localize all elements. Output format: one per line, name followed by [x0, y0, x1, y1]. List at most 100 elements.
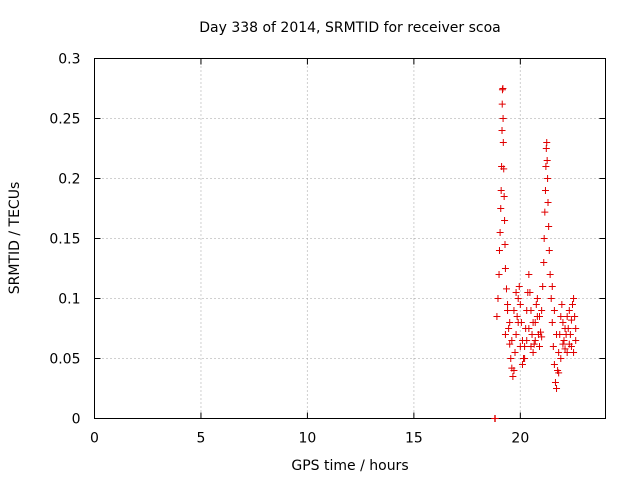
data-point [501, 265, 509, 272]
data-point [499, 139, 507, 146]
data-point [561, 325, 569, 332]
data-point [535, 313, 543, 320]
data-point [501, 217, 509, 224]
data-point [541, 208, 549, 216]
data-point [514, 295, 522, 302]
data-point [502, 285, 510, 293]
data-point [528, 331, 536, 338]
data-point [501, 241, 509, 248]
data-point [543, 139, 551, 146]
data-point [531, 337, 539, 344]
data-point [510, 307, 518, 314]
data-points [491, 85, 580, 422]
data-point [557, 355, 565, 362]
data-point [523, 337, 531, 344]
data-point [548, 283, 556, 290]
data-point [553, 385, 561, 392]
data-point [555, 349, 563, 356]
data-point [516, 343, 524, 350]
data-point [525, 325, 533, 332]
data-point [572, 325, 580, 332]
data-point [565, 307, 573, 314]
data-point [559, 319, 567, 326]
data-point [560, 337, 568, 344]
data-point [543, 157, 551, 164]
data-point [526, 289, 534, 296]
data-point [567, 316, 575, 324]
chart-title: Day 338 of 2014, SRMTID for receiver sco… [199, 20, 501, 36]
data-point [551, 379, 559, 386]
x-tick-label: 15 [405, 431, 423, 447]
data-point [561, 345, 569, 353]
data-point [537, 328, 545, 336]
data-point [550, 307, 558, 314]
y-tick-label: 0.05 [49, 352, 80, 368]
x-axis-label: GPS time / hours [291, 458, 408, 474]
x-tick-label: 10 [299, 431, 317, 447]
data-point [501, 331, 509, 338]
data-point [538, 307, 546, 314]
data-point [495, 247, 503, 254]
data-point [497, 187, 505, 194]
data-point [516, 301, 524, 308]
data-point [559, 340, 567, 348]
data-point [506, 319, 514, 326]
data-point [572, 337, 580, 344]
data-point [538, 333, 546, 341]
data-point [527, 307, 535, 314]
data-point [558, 301, 566, 308]
data-point [541, 187, 549, 194]
data-point [498, 127, 506, 134]
data-point [498, 100, 506, 108]
data-point [493, 313, 501, 320]
data-point [544, 199, 552, 206]
data-point [504, 307, 512, 314]
data-point [540, 259, 548, 266]
data-point [566, 331, 574, 338]
y-axis-label: SRMTID / TECUs [7, 182, 23, 295]
y-tick-label: 0.1 [58, 292, 80, 308]
data-point [527, 343, 535, 350]
data-point [512, 331, 520, 338]
y-tick-labels: 0 0.05 0.1 0.15 0.2 0.25 0.3 [49, 52, 80, 428]
data-point [499, 115, 507, 122]
data-point [567, 343, 575, 350]
data-point [497, 205, 505, 212]
x-tick-label: 5 [196, 431, 205, 447]
data-point [529, 319, 537, 326]
data-point [505, 325, 513, 332]
plot-frame [94, 58, 606, 419]
x-tick-labels: 0 5 10 15 20 [90, 431, 529, 447]
data-point [563, 313, 571, 320]
data-point [547, 295, 555, 302]
data-point [525, 271, 533, 278]
data-point [549, 343, 557, 350]
data-point [499, 85, 507, 92]
data-point [521, 355, 529, 362]
data-point [542, 163, 550, 170]
data-point [550, 361, 558, 368]
data-point [512, 289, 520, 296]
data-point [506, 340, 514, 348]
data-point [548, 319, 556, 326]
data-point [508, 337, 516, 344]
data-point [510, 367, 518, 374]
data-point [570, 295, 578, 302]
data-point [563, 349, 571, 356]
data-point [504, 301, 512, 308]
y-tick-label: 0 [72, 412, 81, 428]
data-point [555, 369, 563, 377]
data-point [500, 193, 508, 200]
y-tick-label: 0.25 [49, 112, 80, 128]
y-tick-label: 0.2 [58, 172, 80, 188]
data-point [553, 331, 561, 338]
data-point [546, 271, 554, 278]
y-tick-label: 0.3 [58, 52, 80, 68]
data-point [545, 223, 553, 230]
data-point [513, 313, 521, 320]
data-point [539, 283, 547, 290]
data-point [514, 319, 522, 326]
data-point [570, 349, 578, 356]
data-point [529, 349, 537, 356]
